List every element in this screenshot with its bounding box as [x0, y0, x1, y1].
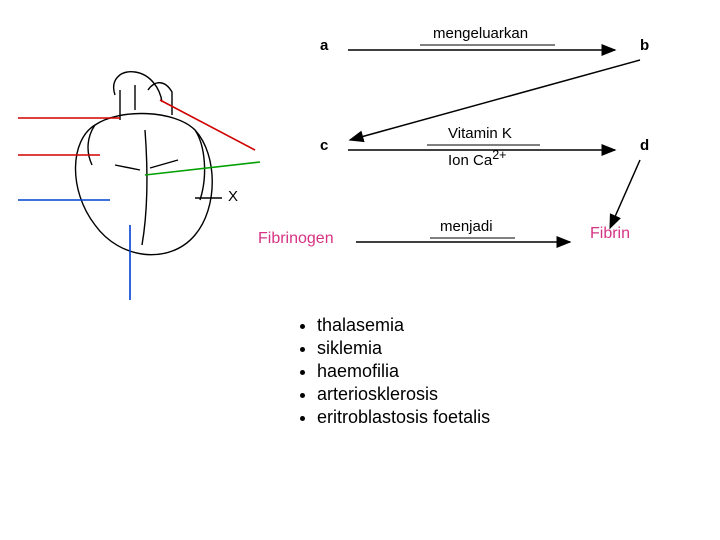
edge-label-vitamin-k: Vitamin K	[448, 125, 512, 142]
ion-ca-sup: 2+	[492, 148, 506, 162]
label-fibrin: Fibrin	[590, 225, 630, 243]
ion-ca-text: Ion Ca	[448, 152, 492, 169]
node-a: a	[320, 37, 328, 54]
edge-label-menjadi: menjadi	[440, 218, 493, 235]
node-b: b	[640, 37, 649, 54]
node-c: c	[320, 137, 328, 154]
heart-x-label: X	[228, 188, 238, 205]
disease-list: thalasemia siklemia haemofilia arteriosk…	[295, 315, 490, 430]
list-item: arteriosklerosis	[317, 384, 490, 405]
slide-canvas: a b c d mengeluarkan Vitamin K Ion Ca2+ …	[0, 0, 720, 540]
list-item: thalasemia	[317, 315, 490, 336]
edge-label-ion-ca: Ion Ca2+	[448, 148, 506, 169]
edge-label-mengeluarkan: mengeluarkan	[433, 25, 528, 42]
node-d: d	[640, 137, 649, 154]
heart-svg	[0, 0, 280, 320]
list-item: siklemia	[317, 338, 490, 359]
list-item: haemofilia	[317, 361, 490, 382]
list-item: eritroblastosis foetalis	[317, 407, 490, 428]
